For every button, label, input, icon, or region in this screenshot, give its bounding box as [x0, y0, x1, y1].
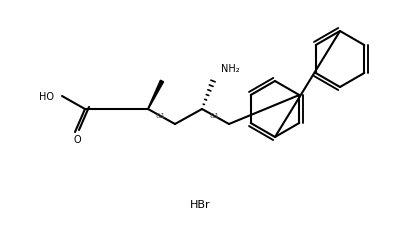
Text: &1: &1 — [210, 113, 220, 118]
Polygon shape — [148, 81, 164, 110]
Text: NH₂: NH₂ — [221, 64, 240, 74]
Text: O: O — [73, 134, 81, 144]
Text: HO: HO — [39, 92, 54, 101]
Text: HBr: HBr — [190, 199, 210, 209]
Text: &1: &1 — [156, 113, 166, 118]
